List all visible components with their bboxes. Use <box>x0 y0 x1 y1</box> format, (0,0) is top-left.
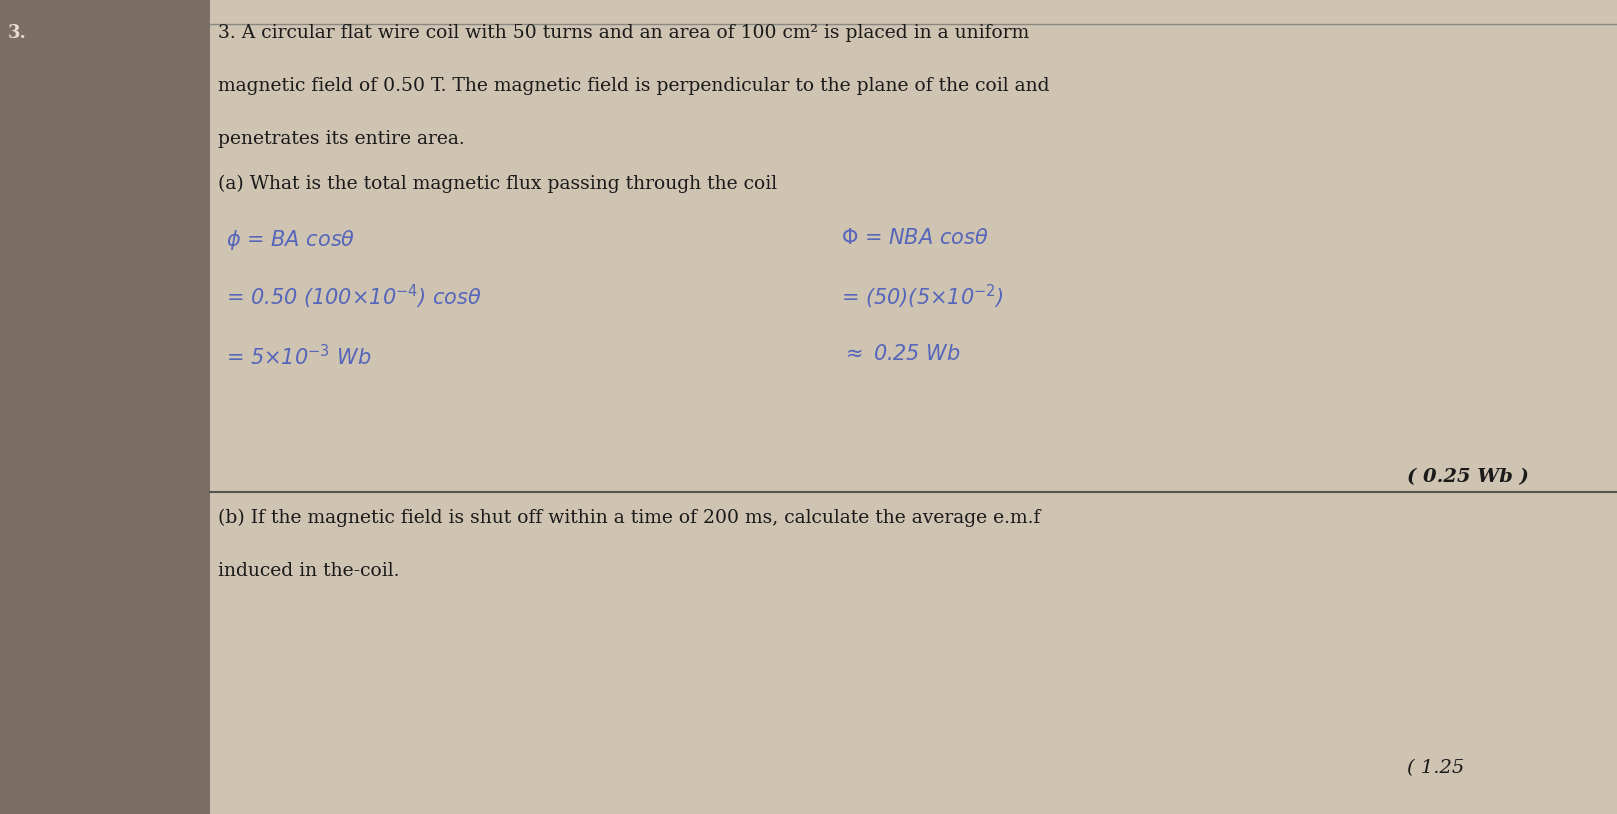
Text: = 0.50 (100$\times$10$^{-4}$) cos$\theta$: = 0.50 (100$\times$10$^{-4}$) cos$\theta… <box>226 283 482 312</box>
Text: ( 1.25: ( 1.25 <box>1407 759 1463 777</box>
Text: magnetic field of 0.50 T. The magnetic field is perpendicular to the plane of th: magnetic field of 0.50 T. The magnetic f… <box>218 77 1049 95</box>
Text: penetrates its entire area.: penetrates its entire area. <box>218 130 466 148</box>
Text: = (50)(5$\times$10$^{-2}$): = (50)(5$\times$10$^{-2}$) <box>841 283 1004 312</box>
Text: ( 0.25 Wb ): ( 0.25 Wb ) <box>1407 468 1528 486</box>
Text: induced in the-coil.: induced in the-coil. <box>218 562 399 580</box>
FancyBboxPatch shape <box>0 0 210 814</box>
Text: (b) If the magnetic field is shut off within a time of 200 ms, calculate the ave: (b) If the magnetic field is shut off wi… <box>218 509 1041 527</box>
FancyBboxPatch shape <box>210 0 1617 814</box>
Text: 3.: 3. <box>8 24 27 42</box>
Text: $\approx$ 0.25 Wb: $\approx$ 0.25 Wb <box>841 344 960 364</box>
Text: $\phi$ = BA cos$\theta$: $\phi$ = BA cos$\theta$ <box>226 228 356 252</box>
Text: 3. A circular flat wire coil with 50 turns and an area of 100 cm² is placed in a: 3. A circular flat wire coil with 50 tur… <box>218 24 1030 42</box>
Text: $\Phi$ = NBA cos$\theta$: $\Phi$ = NBA cos$\theta$ <box>841 228 988 248</box>
Text: = 5$\times$10$^{-3}$ Wb: = 5$\times$10$^{-3}$ Wb <box>226 344 372 369</box>
Text: (a) What is the total magnetic flux passing through the coil: (a) What is the total magnetic flux pass… <box>218 175 778 193</box>
